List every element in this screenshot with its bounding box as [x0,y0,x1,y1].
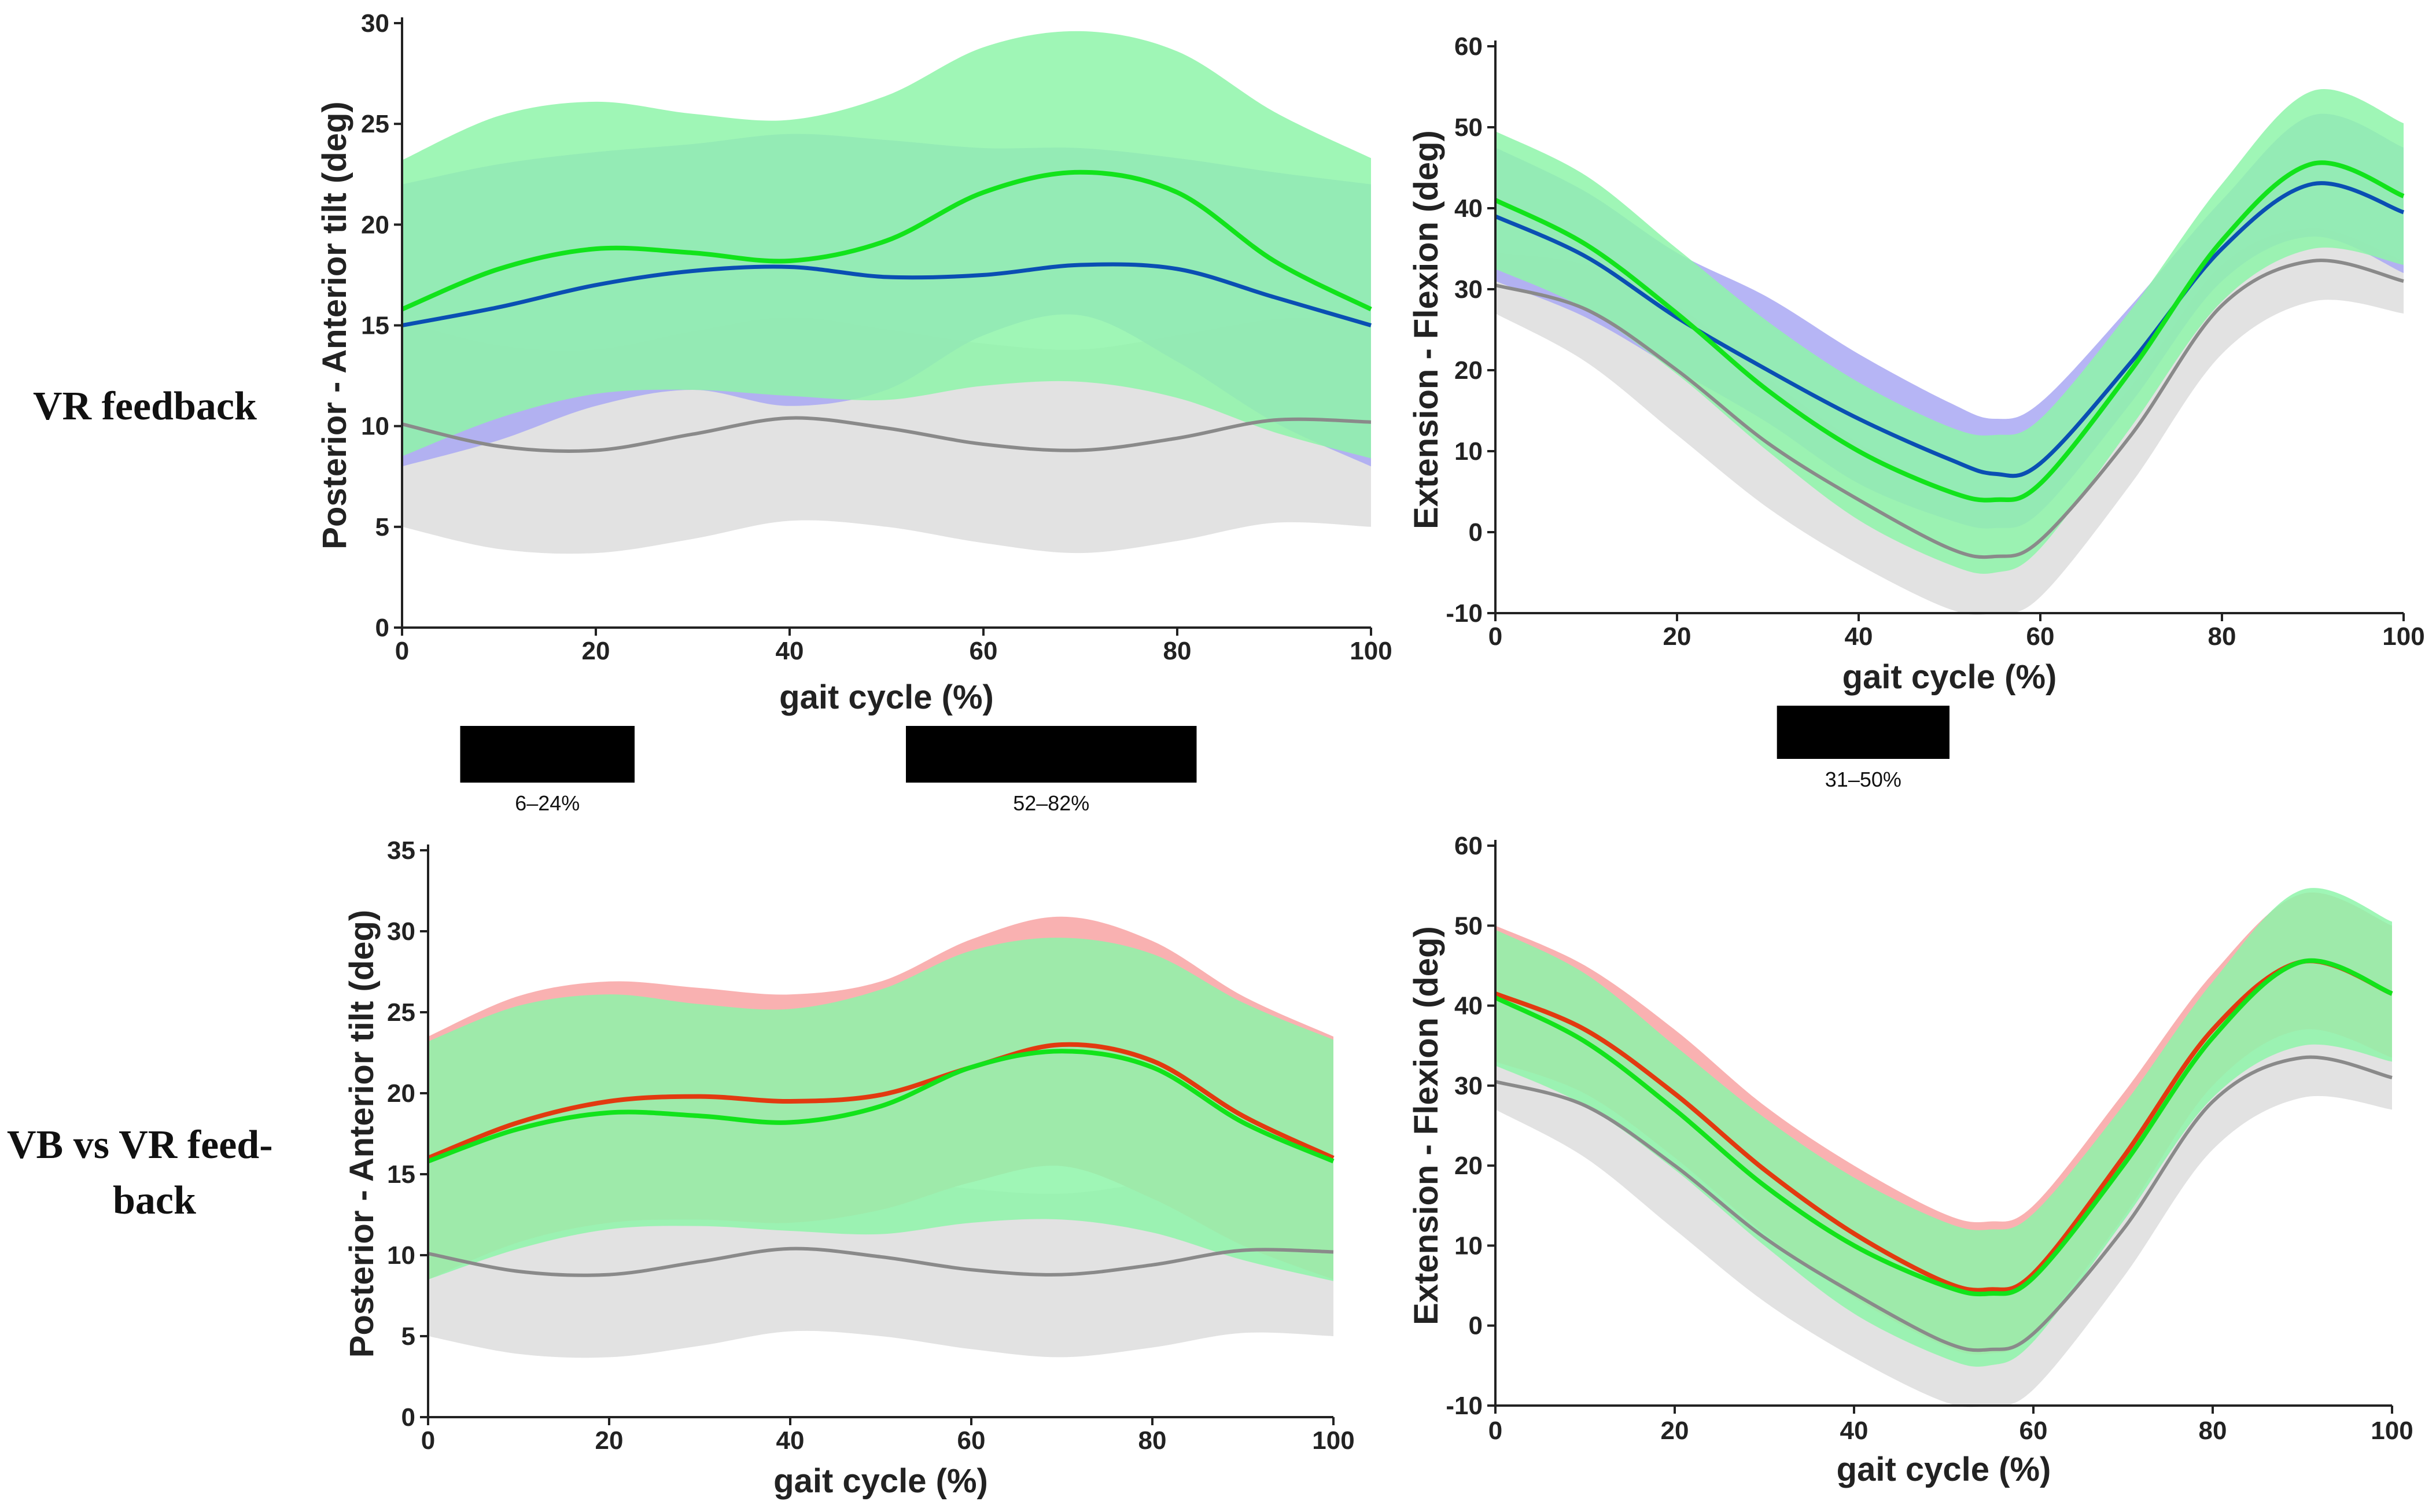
mean-line-pre [1494,181,2405,478]
x-tick-label: 20 [1661,1417,1689,1445]
y-tick-label: 30 [1454,275,1483,304]
x-tick-label: 60 [2026,622,2055,651]
significance-label: 6–24% [515,791,580,815]
y-axis-title: Posterior - Anterior tilt (deg) [316,101,353,549]
y-tick-label: 60 [1454,32,1483,61]
x-tick-label: 80 [2199,1417,2227,1445]
y-tick-label: 30 [1454,1072,1483,1100]
y-tick-label: 10 [387,1241,415,1270]
mean-line-vr-feedback [427,1049,1335,1164]
x-tick-label: 20 [595,1426,624,1455]
mean-line-vb-feedback [427,1042,1335,1160]
y-tick-label: 5 [401,1322,415,1351]
y-tick-label: 35 [387,836,415,865]
y-tick-label: 50 [1454,113,1483,142]
x-tick-label: 0 [421,1426,435,1455]
x-tick-label: 40 [776,637,804,665]
x-tick-label: 80 [1163,637,1192,665]
x-tick-label: 40 [776,1426,805,1455]
y-axis-title: Posterior - Anterior tilt (deg) [343,910,381,1358]
y-tick-label: 30 [361,9,389,38]
mean-line-pre [401,262,1372,327]
x-tick-label: 100 [1312,1426,1354,1455]
band-vr-feedback [1495,888,2392,1367]
mean-line-control [428,1247,1334,1277]
x-tick-label: 60 [957,1426,986,1455]
x-tick-label: 100 [2382,622,2424,651]
y-tick-label: 40 [1454,194,1483,223]
y-tick-label: 20 [1454,1152,1483,1180]
row-label-vr-feedback: VR feedback [33,384,257,429]
mean-line-vr-feedback [1494,958,2393,1297]
mean-line-vr-feedback [1494,160,2405,503]
y-tick-label: 60 [1454,832,1483,860]
significance-bar [906,726,1197,783]
significance-label: 31–50% [1825,768,1901,791]
y-tick-label: 0 [375,614,389,642]
y-tick-label: 10 [1454,1231,1483,1260]
y-tick-label: 20 [387,1079,415,1108]
y-tick-label: 25 [387,998,415,1027]
x-tick-label: 0 [1488,622,1502,651]
mean-line-vr-feedback [401,169,1372,312]
x-tick-label: 20 [1663,622,1691,651]
x-tick-label: 80 [2208,622,2236,651]
x-tick-label: 100 [1350,637,1392,665]
y-tick-label: 10 [1454,437,1483,466]
x-tick-label: 40 [1845,622,1873,651]
y-axis-title: Extension - Flexion (deg) [1407,130,1445,529]
panel-pelvic-tilt-vr: 0 5 10 15 20 25 30 0 20 40 60 80 100 gait cycle (%) Po… [316,9,1392,815]
x-axis-title: gait cycle (%) [1837,1451,2051,1488]
x-tick-label: 40 [1840,1417,1869,1445]
x-tick-label: 0 [1488,1417,1502,1445]
significance-bar [1777,706,1949,759]
band-vr-feedback [1495,88,2404,574]
panel-pelvic-tilt-vb-vs-vr: 0 5 10 15 20 25 30 35 0 20 40 60 80 100 gait cycle (%)… [343,836,1355,1500]
y-tick-label: 15 [361,312,389,340]
significance-label: 52–82% [1013,791,1089,815]
band-vr-feedback [428,938,1333,1281]
y-tick-label: 25 [361,110,389,138]
y-tick-label: 20 [361,211,389,239]
y-tick-label: 0 [1469,518,1483,547]
x-tick-label: 20 [582,637,610,665]
x-tick-label: 60 [2019,1417,2048,1445]
x-axis-title: gait cycle (%) [779,678,994,716]
x-tick-label: 80 [1138,1426,1167,1455]
y-tick-label: 15 [387,1160,415,1189]
x-tick-label: 100 [2371,1417,2413,1445]
mean-line-control [1495,259,2404,559]
row-label-vb-vs-vr-line2: back [113,1178,196,1223]
y-tick-label: 5 [375,513,389,541]
y-axis-title: Extension - Flexion (deg) [1407,926,1445,1325]
y-tick-label: -10 [1446,599,1483,628]
x-tick-label: 60 [970,637,998,665]
y-tick-label: 50 [1454,912,1483,940]
row-label-vb-vs-vr-line1: VB vs VR feed- [7,1123,273,1167]
mean-line-vb-feedback [1494,958,2393,1293]
y-tick-label: 10 [361,412,389,441]
x-tick-label: 0 [395,637,409,665]
y-tick-label: 30 [387,917,415,946]
significance-bar [460,726,635,783]
y-tick-label: -10 [1446,1392,1483,1420]
mean-line-control [1495,1055,2393,1352]
mean-line-control [401,416,1372,453]
x-axis-title: gait cycle (%) [773,1462,988,1500]
y-tick-label: 0 [1469,1312,1483,1340]
band-vr-feedback [402,31,1371,459]
y-tick-label: 20 [1454,356,1483,385]
y-tick-label: 0 [401,1403,415,1432]
x-axis-title: gait cycle (%) [1842,658,2057,696]
y-tick-label: 40 [1454,992,1483,1020]
